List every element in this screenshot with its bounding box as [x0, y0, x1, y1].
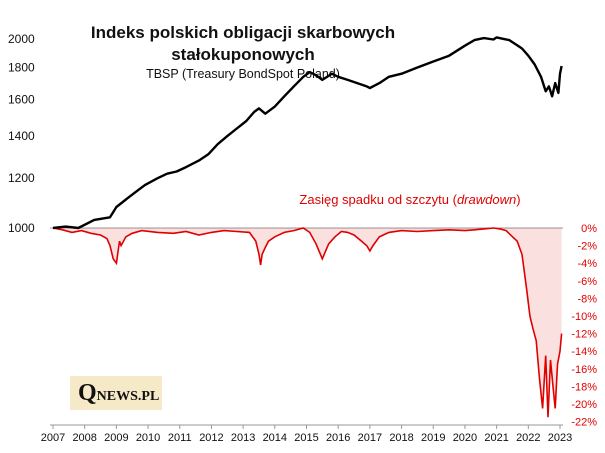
logo-rest: NEWS.PL	[96, 389, 160, 404]
x-tick-label: 2007	[41, 432, 65, 444]
x-axis-ticks: 2007 2008 2009 2010 2011 2012 2013 2014 2015 2016…	[41, 425, 572, 444]
x-tick-label: 2011	[168, 432, 192, 444]
qnews-logo: QNEWS.PL	[70, 376, 162, 410]
right-tick-label: -14%	[571, 346, 597, 358]
drawdown-line	[52, 227, 563, 418]
chart-title-line-2: stałokuponowych	[171, 45, 315, 64]
logo-q: Q	[78, 380, 97, 406]
chart-title-line-1: Indeks polskich obligacji skarbowych	[91, 23, 395, 42]
left-tick-label: 2000	[8, 32, 35, 46]
x-tick-label: 2014	[263, 432, 287, 444]
x-tick-label: 2021	[484, 432, 508, 444]
x-tick-label: 2019	[421, 432, 445, 444]
right-tick-label: -20%	[571, 399, 597, 411]
left-tick-label: 1400	[8, 129, 35, 143]
right-tick-label: -18%	[571, 381, 597, 393]
x-tick-label: 2016	[326, 432, 350, 444]
left-axis-ticks: 1000 1200 1400 1600 1800 2000	[8, 32, 35, 235]
tbsp-index-line	[52, 36, 563, 230]
left-tick-label: 1200	[8, 171, 35, 185]
x-tick-label: 2012	[199, 432, 223, 444]
x-tick-label: 2008	[72, 432, 96, 444]
left-tick-label: 1800	[8, 61, 35, 75]
right-tick-label: -12%	[571, 329, 597, 341]
x-tick-label: 2015	[294, 432, 318, 444]
right-tick-label: -22%	[571, 417, 597, 429]
x-tick-label: 2018	[389, 432, 413, 444]
x-tick-label: 2020	[453, 432, 477, 444]
drawdown-label: Zasięg spadku od szczytu (drawdown)	[299, 192, 520, 207]
left-tick-label: 1600	[8, 93, 35, 107]
chart-subtitle: TBSP (Treasury BondSpot Poland)	[146, 67, 340, 81]
x-tick-label: 2013	[231, 432, 255, 444]
right-tick-label: -2%	[577, 241, 597, 253]
x-tick-label: 2023	[548, 432, 572, 444]
right-tick-label: -16%	[571, 364, 597, 376]
right-tick-label: -6%	[577, 276, 597, 288]
right-axis-ticks: 0% -2% -4% -6% -8% -10% -12% -14% -16% -18% -20% -2…	[571, 223, 597, 429]
x-tick-label: 2010	[136, 432, 160, 444]
x-tick-label: 2009	[104, 432, 128, 444]
left-tick-label: 1000	[8, 221, 35, 235]
right-tick-label: 0%	[581, 223, 597, 235]
x-tick-label: 2022	[516, 432, 540, 444]
right-tick-label: -10%	[571, 311, 597, 323]
right-tick-label: -8%	[577, 293, 597, 305]
right-tick-label: -4%	[577, 258, 597, 270]
x-tick-label: 2017	[358, 432, 382, 444]
